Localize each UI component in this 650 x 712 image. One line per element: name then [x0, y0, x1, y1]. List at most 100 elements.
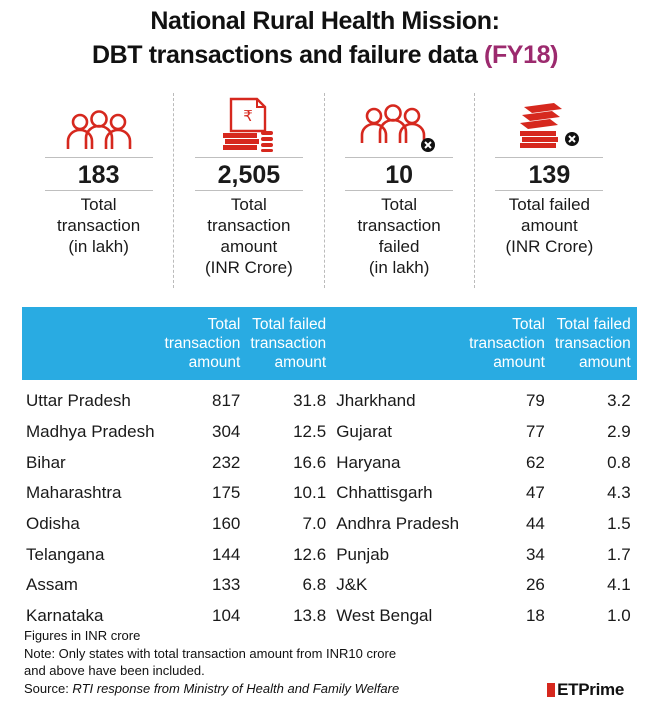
amount-value: 77: [525, 422, 545, 442]
footnotes: Figures in INR crore Note: Only states w…: [24, 627, 399, 697]
header-state: [332, 307, 465, 380]
stat-rule-top: [194, 157, 303, 158]
header-amount: Total transaction amount: [465, 307, 551, 380]
stat-total-failed: 10 Total transaction failed (in lakh): [323, 93, 474, 288]
stat-rule-bottom: [44, 190, 153, 191]
table-row: Madhya Pradesh 304 12.5 Gujarat 77 2.9: [22, 417, 637, 448]
table-row: Bihar 232 16.6 Haryana 62 0.8: [22, 447, 637, 478]
source-text: RTI response from Ministry of Health and…: [72, 680, 400, 696]
failed-value: 4.1: [607, 575, 631, 595]
failed-value: 6.8: [302, 575, 327, 595]
failed-value: 1.7: [607, 544, 631, 564]
stat-rule-top: [345, 157, 454, 158]
stat-label-line: amount: [521, 216, 578, 235]
header-line: Total: [512, 316, 545, 333]
source-prefix: Source:: [24, 680, 73, 696]
failed-value: 12.6: [293, 544, 327, 564]
stat-label-line: (in lakh): [368, 258, 430, 277]
table-body: Uttar Pradesh 817 31.8 Jharkhand 79 3.2 Madhya…: [22, 380, 637, 632]
failed-value: 13.8: [293, 606, 327, 626]
header-line: amount: [188, 354, 241, 371]
amount-value: 175: [211, 483, 241, 503]
failed-value: 12.5: [293, 422, 327, 442]
failed-value: 31.8: [293, 391, 327, 411]
stat-label-line: Total: [381, 195, 418, 214]
title-line-1: National Rural Health Mission:: [150, 7, 500, 35]
table-row: Maharashtra 175 10.1 Chhattisgarh 47 4.3: [22, 478, 637, 509]
failed-value: 3.2: [607, 391, 631, 411]
stat-label-line: transaction: [357, 216, 441, 235]
header-line: transaction: [469, 335, 545, 352]
amount-value: 104: [211, 606, 241, 626]
state-name: Madhya Pradesh: [26, 422, 155, 442]
title-main: DBT transactions and failure data: [91, 41, 478, 69]
failed-value: 1.5: [607, 514, 631, 534]
stat-total-transaction: 183 Total transaction (in lakh): [24, 93, 173, 288]
amount-value: 26: [525, 575, 545, 595]
amount-value: 144: [211, 544, 241, 564]
state-name: Chhattisgarh: [336, 483, 433, 503]
header-line: Total failed: [556, 316, 631, 333]
amount-value: 44: [525, 514, 545, 534]
stat-label: Total transaction (in lakh): [24, 194, 173, 257]
state-name: Uttar Pradesh: [26, 391, 131, 411]
amount-value: 160: [211, 514, 241, 534]
chart-title: National Rural Health Mission: DBT trans…: [0, 4, 650, 72]
failed-value: 10.1: [293, 483, 327, 503]
amount-value: 47: [525, 483, 545, 503]
stat-label-line: amount: [220, 237, 278, 256]
stat-rule-bottom: [495, 190, 604, 191]
stat-label-line: transaction: [207, 216, 291, 235]
state-name: Assam: [26, 575, 78, 595]
summary-stats: 183 Total transaction (in lakh) ₹ 2,50: [24, 93, 624, 288]
stat-label-line: Total: [230, 195, 267, 214]
state-name: Bihar: [26, 452, 66, 472]
amount-value: 304: [211, 422, 241, 442]
failed-value: 4.3: [607, 483, 631, 503]
note-criteria-cont: and above have been included.: [24, 663, 205, 678]
header-line: Total: [207, 316, 241, 333]
stat-label-line: Total: [80, 195, 117, 214]
rupee-document-icon: ₹: [174, 93, 323, 153]
state-name: Punjab: [336, 544, 390, 564]
stat-label-line: (in lakh): [68, 237, 129, 256]
state-name: Odisha: [26, 514, 80, 534]
header-failed: Total failed transaction amount: [246, 307, 332, 380]
failed-value: 0.8: [607, 452, 631, 472]
stat-value: 139: [528, 161, 571, 189]
amount-value: 18: [525, 606, 545, 626]
failed-value: 2.9: [607, 422, 631, 442]
etprime-logo: ETPrime: [547, 680, 624, 700]
people-failed-icon: [325, 93, 474, 153]
header-line: transaction: [554, 335, 631, 352]
amount-value: 133: [211, 575, 241, 595]
header-line: amount: [579, 354, 631, 371]
header-failed: Total failed transaction amount: [551, 307, 637, 380]
header-line: transaction: [164, 335, 241, 352]
table-header-row: Total transaction amount Total failed trans…: [22, 307, 637, 380]
stat-total-amount: ₹ 2,505 Total transaction amount (INR Cr…: [173, 93, 323, 288]
stat-label: Total failed amount (INR Crore): [475, 194, 624, 257]
header-amount: Total transaction amount: [161, 307, 247, 380]
stat-value: 2,505: [217, 161, 281, 189]
svg-text:₹: ₹: [243, 107, 253, 125]
people-icon: [24, 93, 173, 153]
note-criteria: Note: Only states with total transaction…: [24, 645, 397, 661]
stat-label-line: (INR Crore): [204, 258, 293, 277]
money-failed-icon: [475, 93, 624, 153]
state-name: Jharkhand: [336, 391, 416, 411]
failed-value: 1.0: [607, 606, 631, 626]
state-name: Karnataka: [26, 606, 104, 626]
stat-label-line: (INR Crore): [505, 237, 594, 256]
stat-label: Total transaction amount (INR Crore): [174, 194, 323, 278]
stat-label-line: Total failed: [508, 195, 591, 214]
table-row: Telangana 144 12.6 Punjab 34 1.7: [22, 539, 637, 570]
stat-value: 10: [385, 161, 414, 189]
stat-value: 183: [77, 161, 120, 189]
logo-text: ETPrime: [557, 680, 624, 699]
stat-label-line: failed: [378, 237, 420, 256]
table-row: Odisha 160 7.0 Andhra Pradesh 44 1.5: [22, 509, 637, 540]
state-name: Andhra Pradesh: [336, 514, 460, 534]
header-line: Total failed: [252, 316, 327, 333]
amount-value: 62: [525, 452, 545, 472]
